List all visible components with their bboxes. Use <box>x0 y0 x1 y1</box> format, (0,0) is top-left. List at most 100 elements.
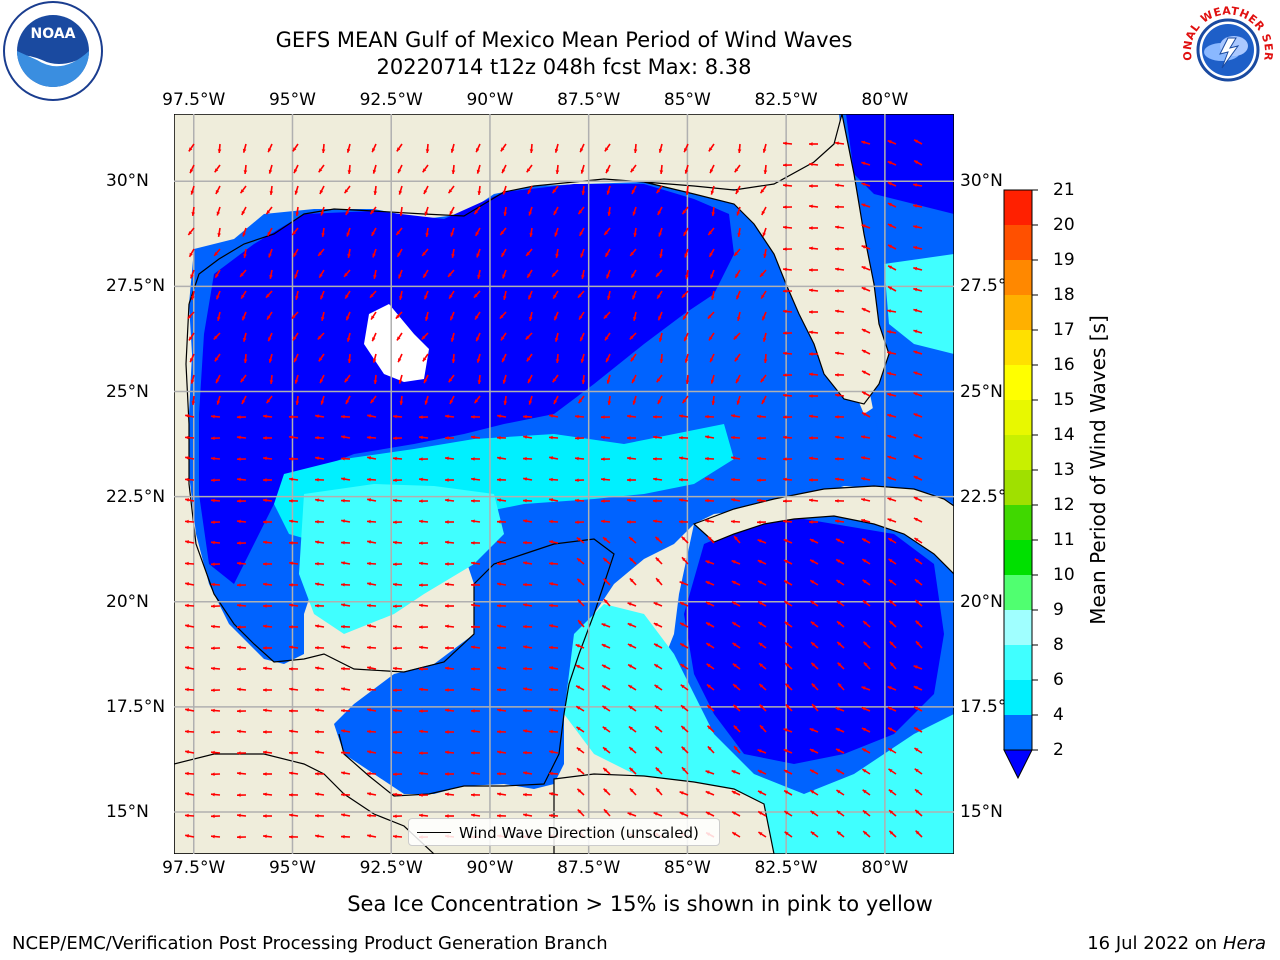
wave-arrow-head <box>211 456 215 461</box>
wave-arrow-head <box>836 600 841 605</box>
wave-arrow-head <box>502 190 507 195</box>
wave-arrow-head <box>237 519 241 524</box>
wave-arrow-head <box>289 603 293 608</box>
wave-arrow-head <box>575 414 579 419</box>
colorbar-tick-label: 15 <box>1053 390 1075 410</box>
wave-arrow-head <box>580 169 585 174</box>
wave-arrow-head <box>861 161 866 166</box>
wave-arrow-head <box>835 435 839 440</box>
wave-arrow-head <box>758 832 763 836</box>
wave-arrow-head <box>185 435 189 440</box>
wave-arrow-head <box>732 811 737 816</box>
wave-arrow-head <box>577 558 582 562</box>
wave-arrow-head <box>633 149 638 153</box>
wave-arrow-head <box>266 210 271 215</box>
wave-arrow-head <box>217 316 221 321</box>
wave-arrow-head <box>576 726 581 731</box>
wave-arrow-head <box>292 147 297 152</box>
wave-arrow-head <box>757 790 762 795</box>
florida-land <box>643 114 890 405</box>
wave-arrow-head <box>736 211 741 216</box>
wave-arrow-head <box>734 746 738 751</box>
wave-arrow-head <box>913 706 918 711</box>
wave-arrow-head <box>293 169 298 174</box>
wave-arrow-head <box>346 316 350 321</box>
wave-arrow-head <box>762 337 767 342</box>
wave-arrow-head <box>757 580 762 585</box>
wave-arrow-head <box>315 582 319 586</box>
wave-arrow-head <box>578 399 583 404</box>
wave-arrow-head <box>497 435 501 440</box>
wave-arrow-head <box>263 792 267 797</box>
wave-arrow-head <box>373 191 378 195</box>
lat-tick-left: 27.5°N <box>106 276 166 297</box>
wave-arrow-head <box>607 295 611 300</box>
wave-arrow-head <box>812 704 816 709</box>
wave-arrow-head <box>267 315 271 320</box>
wave-arrow-head <box>471 625 475 629</box>
wave-arrow-head <box>476 169 481 174</box>
wave-arrow-head <box>211 792 215 797</box>
wave-arrow-head <box>477 380 482 384</box>
wave-arrow-head <box>657 400 662 405</box>
wave-arrow-head <box>734 357 739 362</box>
wave-arrow-head <box>631 379 636 384</box>
wave-arrow-head <box>421 335 426 340</box>
wave-arrow-head <box>627 498 631 503</box>
wave-arrow-head <box>500 231 504 235</box>
wave-arrow-head <box>523 603 527 607</box>
wave-arrow-head <box>497 414 501 418</box>
wave-arrow-head <box>731 770 736 774</box>
wave-arrow-head <box>445 478 449 482</box>
wave-arrow-head <box>502 379 507 384</box>
wave-arrow-head <box>289 793 293 797</box>
wave-arrow-head <box>216 295 220 300</box>
wave-arrow-head <box>708 231 712 235</box>
wave-arrow-head <box>269 191 274 195</box>
wave-arrow-head <box>445 624 449 629</box>
wave-arrow-head <box>445 666 449 671</box>
wave-arrow-head <box>887 372 892 376</box>
wave-arrow-head <box>601 644 606 648</box>
wave-arrow-head <box>681 746 686 751</box>
wave-arrow-head <box>269 380 274 384</box>
wave-arrow-head <box>185 540 190 544</box>
wave-arrow-head <box>731 435 735 440</box>
wave-arrow-head <box>656 189 661 194</box>
wave-arrow-head <box>762 148 767 153</box>
lat-tick-left: 30°N <box>106 171 149 192</box>
wave-arrow-head <box>315 435 319 440</box>
wave-arrow-head <box>341 477 345 481</box>
wave-arrow-head <box>783 457 787 461</box>
lat-tick-right: 15°N <box>960 801 1003 822</box>
wave-arrow-head <box>684 169 689 174</box>
wave-arrow-head <box>497 456 501 460</box>
wave-arrow-head <box>628 726 633 731</box>
colorbar-tick-label: 13 <box>1053 460 1075 480</box>
wave-arrow-head <box>915 579 919 583</box>
wave-arrow-head <box>809 330 813 335</box>
wave-arrow-head <box>809 436 813 440</box>
wave-arrow-head <box>835 748 840 753</box>
colorbar-segment <box>1004 610 1032 645</box>
wave-arrow-head <box>475 315 479 320</box>
wave-arrow-head <box>423 273 427 278</box>
wave-arrow-head <box>419 625 423 629</box>
wave-arrow-head <box>341 456 345 461</box>
wave-arrow-head <box>783 499 787 503</box>
wave-arrow-head <box>341 792 345 797</box>
wave-arrow-head <box>185 624 190 628</box>
wave-arrow-head <box>294 358 298 363</box>
wave-arrow-head <box>735 273 739 278</box>
wave-arrow-head <box>783 225 787 230</box>
wave-arrow-head <box>915 830 920 835</box>
wave-arrow-head <box>862 538 867 542</box>
wave-arrow-head <box>861 203 866 207</box>
wave-arrow-head <box>810 831 815 836</box>
colorbar-segment <box>1004 400 1032 435</box>
lon-tick-bot: 85°W <box>663 858 711 878</box>
wave-arrow-head <box>372 169 377 174</box>
wave-arrow-head <box>577 809 582 814</box>
wave-arrow-head <box>605 169 610 174</box>
wave-arrow-head <box>555 170 560 174</box>
